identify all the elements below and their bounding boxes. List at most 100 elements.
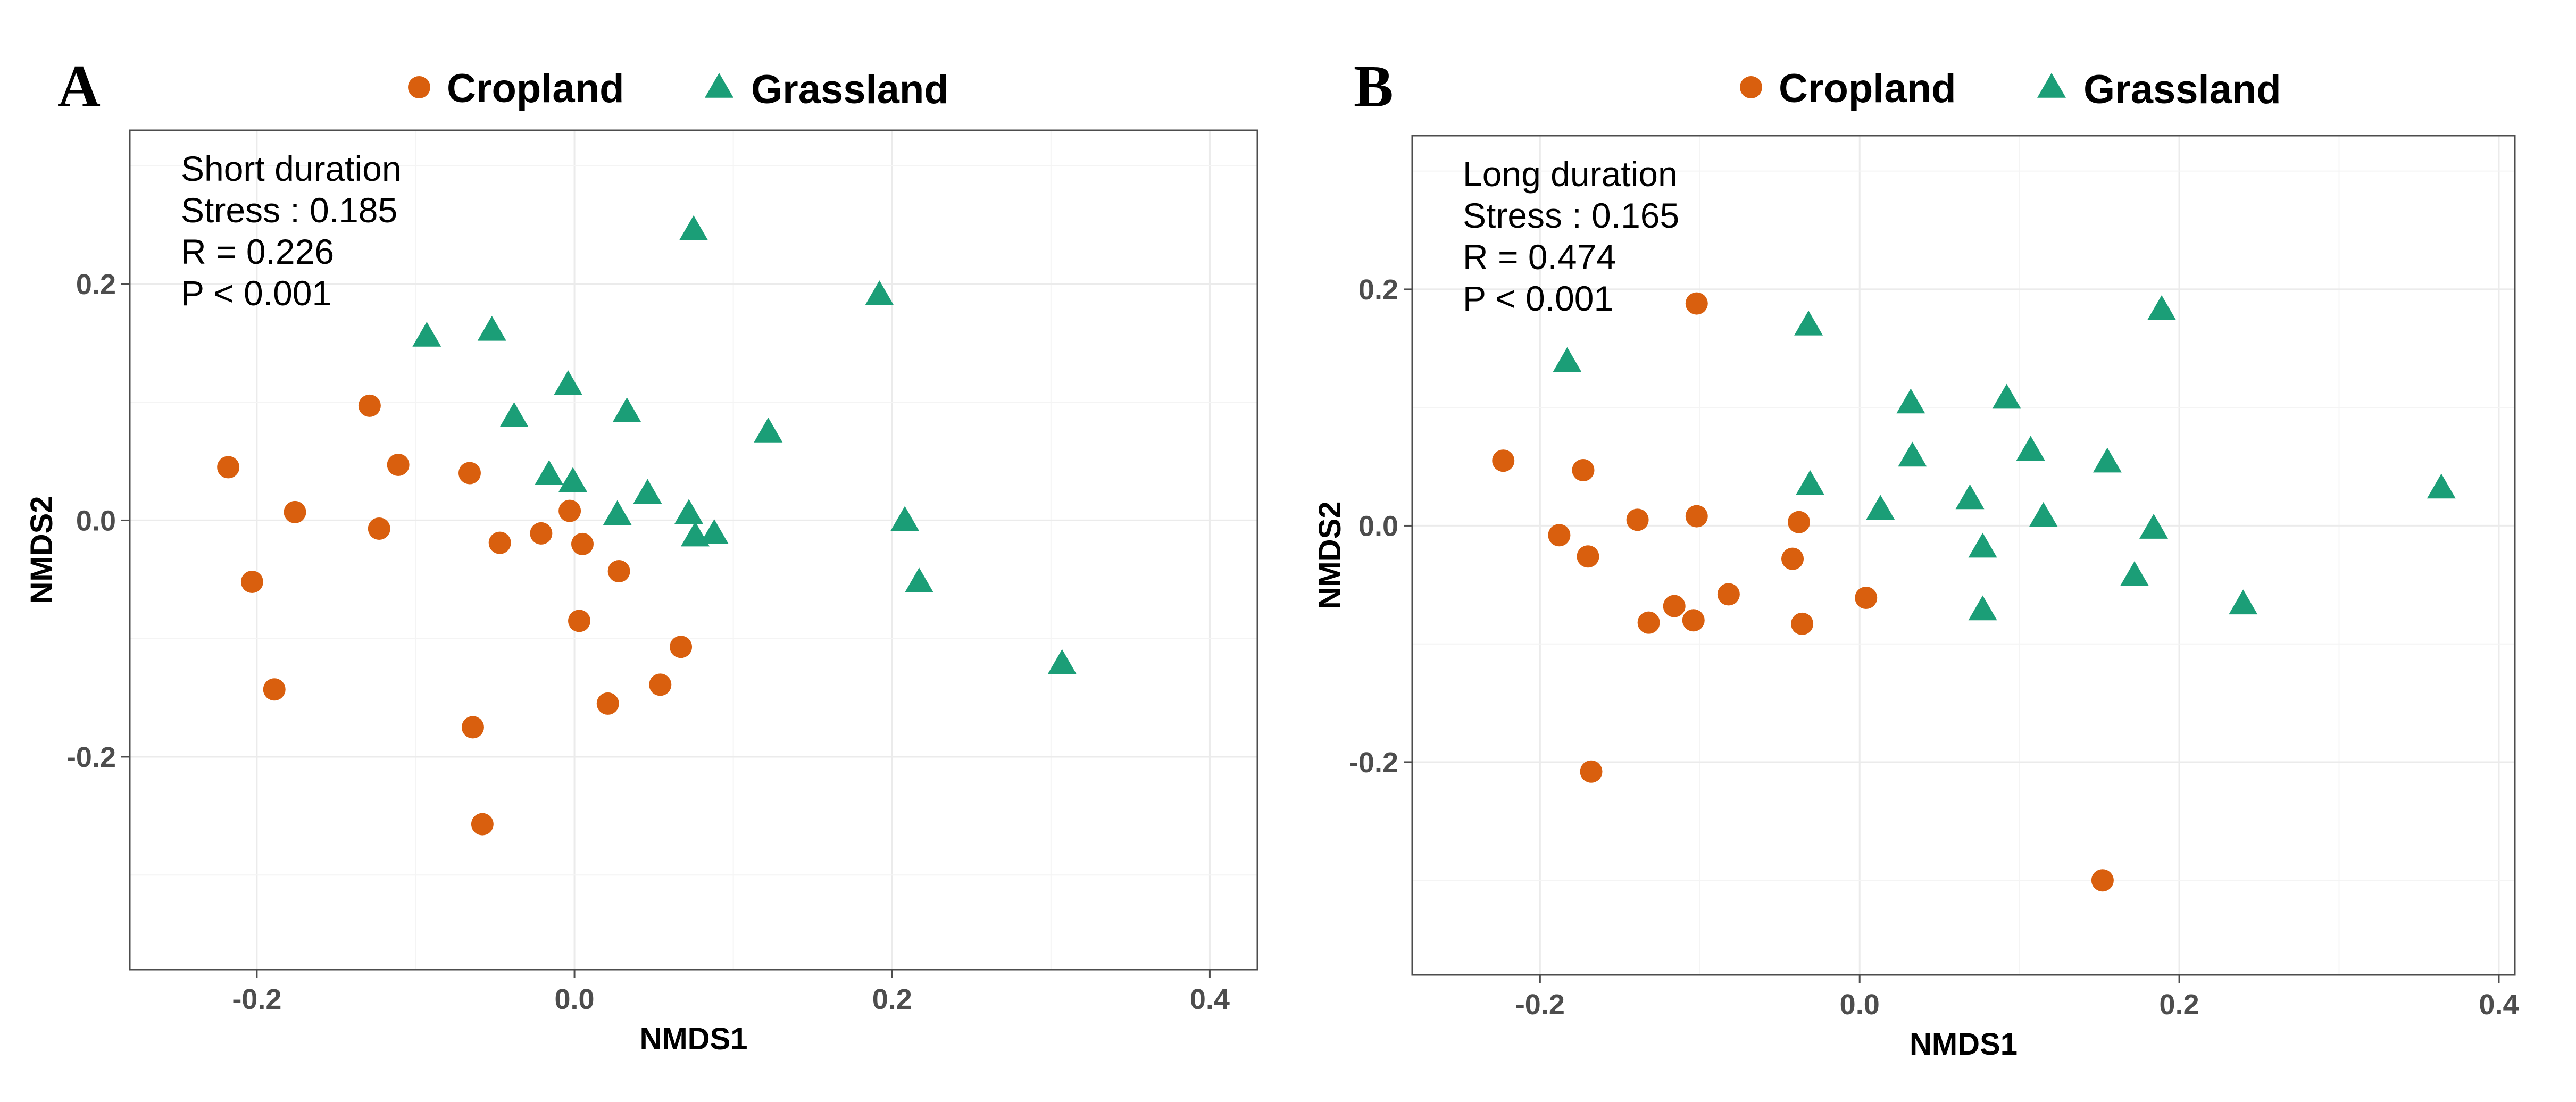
grassland-point: [754, 417, 783, 443]
y-axis: -0.2 0.0 0.2: [66, 269, 130, 773]
grassland-point: [1968, 595, 1997, 621]
cropland-point: [471, 813, 494, 836]
cropland-point: [558, 499, 581, 522]
y-axis-title: NMDS2: [24, 496, 59, 604]
cropland-point: [1580, 760, 1603, 783]
x-axis: -0.2 0.0 0.2 0.4: [1515, 975, 2519, 1021]
x-tick-label: 0.2: [2160, 989, 2199, 1021]
x-tick-label: 0.4: [2479, 989, 2519, 1021]
cropland-point: [1626, 508, 1649, 531]
grassland-point: [554, 370, 583, 395]
legend-cropland-marker: [408, 76, 430, 98]
annotation-line: Stress : 0.165: [1463, 196, 1679, 235]
cropland-point: [607, 560, 630, 583]
cropland-point: [488, 531, 511, 554]
panel-a: A Cropland Grassland -0.2 0.0 0.2 0.4 -0.2 0.0 0.…: [24, 54, 1258, 1056]
legend-cropland-label: Cropland: [447, 66, 624, 111]
cropland-point: [284, 500, 306, 523]
annotation-line: R = 0.474: [1463, 237, 1616, 277]
y-axis-title: NMDS2: [1313, 501, 1347, 609]
grassland-point: [1955, 484, 1985, 510]
annotation-line: Stress : 0.185: [181, 190, 397, 230]
cropland-point: [1717, 583, 1740, 606]
y-tick-label: 0.2: [1358, 274, 1398, 306]
grassland-point: [558, 467, 588, 492]
data-points: [1492, 292, 2456, 892]
grassland-point: [1553, 347, 1582, 372]
y-tick-label: -0.2: [66, 741, 116, 773]
grassland-point: [1796, 470, 1825, 495]
panel-letter: B: [1354, 54, 1394, 120]
cropland-point: [1855, 587, 1878, 610]
grassland-point: [2093, 447, 2122, 473]
grassland-point: [2229, 589, 2258, 615]
grassland-point: [412, 321, 441, 347]
y-axis: -0.2 0.0 0.2: [1349, 274, 1412, 779]
legend-cropland-label: Cropland: [1779, 66, 1956, 111]
cropland-point: [1572, 458, 1595, 481]
grassland-point: [1968, 532, 1997, 558]
grassland-point: [1992, 383, 2021, 409]
legend-grassland-label: Grassland: [2083, 67, 2281, 112]
grassland-point: [2147, 295, 2177, 320]
grassland-point: [890, 506, 920, 531]
cropland-point: [1663, 595, 1686, 617]
cropland-point: [1781, 547, 1804, 570]
x-tick-label: 0.0: [1840, 989, 1880, 1021]
cropland-point: [263, 678, 286, 701]
grassland-point: [2016, 436, 2045, 461]
cropland-point: [530, 522, 553, 545]
grassland-point: [865, 280, 894, 305]
grassland-point: [674, 499, 704, 524]
annotation-line: P < 0.001: [181, 273, 331, 313]
grassland-point: [679, 215, 708, 240]
cropland-point: [368, 517, 390, 540]
x-tick-label: 0.0: [555, 983, 595, 1015]
y-tick-label: 0.0: [76, 505, 116, 537]
annotation-line: Long duration: [1463, 154, 1678, 194]
cropland-point: [670, 636, 693, 658]
x-axis: -0.2 0.0 0.2 0.4: [232, 970, 1230, 1015]
data-points: [217, 215, 1077, 836]
cropland-point: [461, 716, 484, 739]
cropland-point: [1788, 511, 1811, 533]
cropland-point: [596, 692, 619, 715]
y-tick-label: -0.2: [1349, 747, 1398, 779]
cropland-point: [1492, 449, 1515, 472]
grassland-point: [1866, 495, 1895, 520]
cropland-point: [568, 610, 591, 632]
cropland-point: [1548, 524, 1571, 547]
x-axis-title: NMDS1: [639, 1022, 747, 1056]
legend-cropland-marker: [1740, 76, 1762, 98]
annotation-line: R = 0.226: [181, 232, 334, 271]
cropland-point: [1637, 611, 1660, 634]
cropland-point: [1682, 609, 1705, 632]
panel-letter: A: [57, 54, 101, 120]
legend: Cropland Grassland: [1740, 66, 2281, 112]
x-tick-label: 0.2: [872, 983, 912, 1015]
grassland-point: [612, 397, 641, 422]
grassland-point: [2139, 514, 2169, 539]
plot-frame: [129, 129, 1258, 971]
legend: Cropland Grassland: [408, 66, 949, 112]
panel-b: B Cropland Grassland -0.2 0.0 0.2 0.4 -0.2 0.0 0.…: [1313, 54, 2519, 1062]
cropland-point: [1685, 292, 1708, 315]
grassland-point: [2120, 561, 2149, 586]
x-tick-label: 0.4: [1190, 983, 1230, 1015]
x-tick-label: -0.2: [1515, 989, 1565, 1021]
grassland-point: [1896, 388, 1925, 414]
grassland-point: [2029, 502, 2058, 527]
grassland-point: [1898, 441, 1927, 467]
plot-area: [130, 130, 1257, 970]
grassland-point: [499, 402, 529, 427]
grassland-point: [905, 567, 933, 593]
cropland-point: [240, 571, 263, 594]
annotation-line: P < 0.001: [1463, 279, 1613, 318]
x-axis-title: NMDS1: [1910, 1027, 2018, 1062]
cropland-point: [458, 462, 481, 485]
annotation-line: Short duration: [181, 149, 402, 188]
